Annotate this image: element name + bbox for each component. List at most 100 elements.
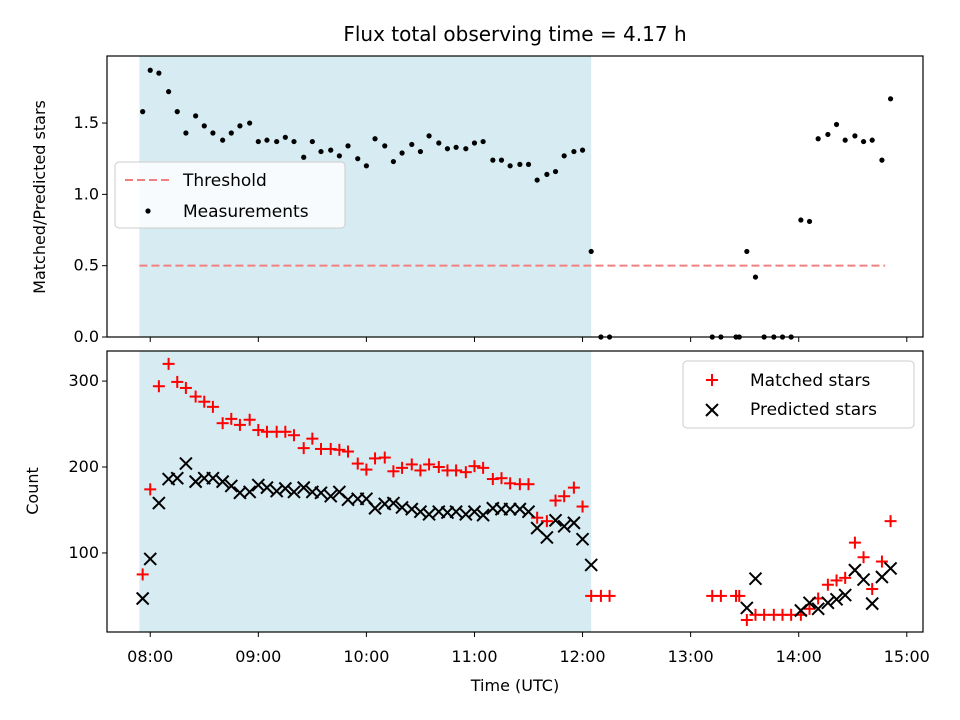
- predicted-point-58: [838, 588, 852, 602]
- measurement-point-50: [588, 248, 594, 255]
- matched-point-45: [540, 515, 553, 528]
- legend-predicted-label: Predicted stars: [750, 400, 877, 420]
- predicted-point-43: [521, 504, 536, 519]
- measurement-point-49: [579, 147, 586, 153]
- measurement-point-71: [869, 137, 875, 143]
- top-ytick-label-3: 1.5: [74, 113, 99, 132]
- x-axis-label: Time (UTC): [470, 676, 559, 695]
- top-x-ticks: [149, 337, 908, 342]
- matched-star-points: [136, 357, 897, 626]
- bottom-y-axis-label: Count: [23, 467, 42, 515]
- matched-point-66: [821, 578, 834, 591]
- predicted-point-41: [503, 502, 517, 516]
- bottom-xtick-label-0: 08:00: [127, 647, 173, 666]
- matched-point-3: [162, 357, 175, 370]
- matched-point-23: [342, 445, 355, 458]
- measurement-point-18: [301, 154, 307, 160]
- matched-point-70: [857, 551, 870, 564]
- bottom-legend-box: [682, 360, 915, 429]
- predicted-point-12: [242, 485, 257, 499]
- matched-point-2: [152, 380, 165, 393]
- matched-point-38: [477, 461, 490, 474]
- predicted-point-4: [170, 471, 184, 485]
- predicted-point-0: [135, 591, 150, 606]
- measurement-point-45: [544, 171, 550, 177]
- measurement-point-57: [744, 248, 750, 255]
- legend-predicted-swatch: [705, 403, 719, 417]
- predicted-point-9: [215, 474, 230, 489]
- matched-point-18: [297, 442, 310, 455]
- bottom-axes-frame: [106, 350, 924, 633]
- matched-point-12: [243, 413, 256, 426]
- matched-point-48: [567, 481, 580, 494]
- measurement-point-64: [806, 218, 813, 225]
- bottom-xtick-label-7: 15:00: [884, 647, 930, 666]
- matched-point-5: [179, 381, 192, 394]
- predicted-point-21: [324, 489, 338, 503]
- predicted-point-61: [865, 596, 879, 611]
- measurement-point-6: [193, 113, 199, 119]
- predicted-point-13: [251, 478, 266, 492]
- matched-point-0: [136, 568, 149, 581]
- matched-point-69: [848, 536, 861, 549]
- matched-point-64: [803, 602, 816, 615]
- bottom-xtick-label-3: 11:00: [451, 647, 497, 666]
- predicted-point-37: [467, 504, 482, 519]
- measurement-point-68: [842, 137, 848, 143]
- measurement-point-36: [463, 146, 469, 152]
- legend-measurement-label: Measurements: [183, 202, 309, 222]
- predicted-point-50: [584, 558, 598, 572]
- bottom-x-ticks: 08:00 09:00 10:00 11:00 12:00 13:00 14:00 15:00: [127, 632, 930, 666]
- predicted-point-5: [179, 456, 193, 471]
- matched-point-7: [198, 395, 211, 408]
- legend-measurement-swatch: [145, 208, 151, 214]
- measurement-point-70: [860, 138, 867, 145]
- predicted-point-20: [314, 486, 328, 500]
- matched-point-72: [875, 555, 888, 568]
- matched-point-30: [405, 458, 418, 471]
- measurement-point-39: [490, 157, 496, 163]
- matched-point-27: [378, 451, 391, 464]
- measurement-point-21: [328, 147, 334, 153]
- measurement-point-38: [480, 138, 486, 145]
- measurement-point-8: [210, 130, 216, 136]
- measurement-point-20: [318, 148, 324, 155]
- matched-point-10: [225, 412, 238, 425]
- legend-threshold-label: Threshold: [182, 171, 267, 191]
- predicted-point-35: [449, 504, 463, 519]
- matched-point-68: [839, 571, 852, 584]
- predicted-point-17: [287, 485, 301, 499]
- matched-point-11: [233, 418, 246, 431]
- matched-point-32: [423, 458, 436, 471]
- matched-point-37: [468, 460, 481, 473]
- predicted-point-15: [269, 484, 284, 498]
- top-legend: Threshold Measurements: [114, 161, 346, 229]
- predicted-point-26: [368, 501, 382, 515]
- matched-point-17: [287, 429, 300, 442]
- predicted-point-18: [296, 480, 311, 495]
- bottom-ytick-label-2: 300: [68, 371, 99, 390]
- measurement-point-41: [507, 163, 513, 169]
- matched-point-25: [360, 463, 373, 476]
- predicted-point-55: [811, 602, 825, 616]
- top-axes-frame: [106, 55, 924, 338]
- legend-matched-swatch: [706, 374, 718, 386]
- matched-point-54: [714, 589, 727, 602]
- matched-point-16: [279, 425, 292, 438]
- measurement-point-47: [561, 153, 567, 159]
- bottom-xtick-label-5: 13:00: [668, 647, 714, 666]
- legend-matched-label: Matched stars: [750, 371, 870, 391]
- matched-point-13: [252, 424, 265, 437]
- ratio-panel: 0.0 0.5 1.0 1.5 Matched/Predicted stars Thr…: [30, 55, 924, 346]
- predicted-point-2: [152, 496, 166, 510]
- measurement-point-66: [825, 131, 831, 138]
- measurement-point-35: [453, 144, 459, 150]
- measurement-point-15: [274, 138, 280, 145]
- matched-point-47: [558, 490, 571, 503]
- predicted-point-14: [260, 480, 274, 495]
- matched-point-28: [387, 465, 400, 478]
- measurement-point-73: [887, 96, 894, 102]
- predicted-point-30: [405, 502, 419, 516]
- measurement-point-40: [498, 157, 505, 163]
- measurement-point-1: [147, 67, 153, 73]
